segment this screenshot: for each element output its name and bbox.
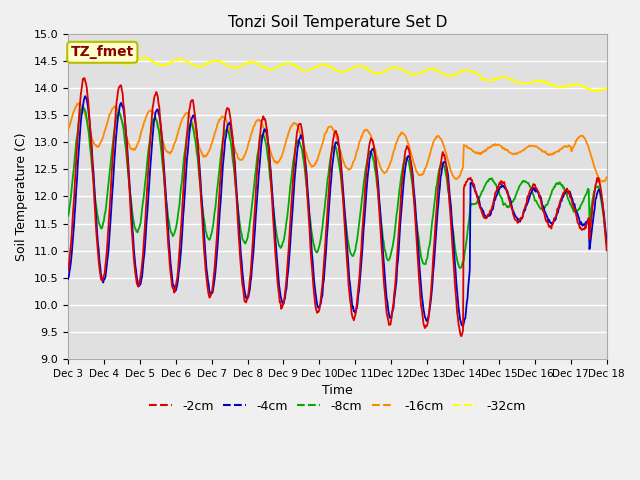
Legend: -2cm, -4cm, -8cm, -16cm, -32cm: -2cm, -4cm, -8cm, -16cm, -32cm [145, 395, 531, 418]
Title: Tonzi Soil Temperature Set D: Tonzi Soil Temperature Set D [228, 15, 447, 30]
X-axis label: Time: Time [322, 384, 353, 397]
Y-axis label: Soil Temperature (C): Soil Temperature (C) [15, 132, 28, 261]
Text: TZ_fmet: TZ_fmet [71, 45, 134, 60]
